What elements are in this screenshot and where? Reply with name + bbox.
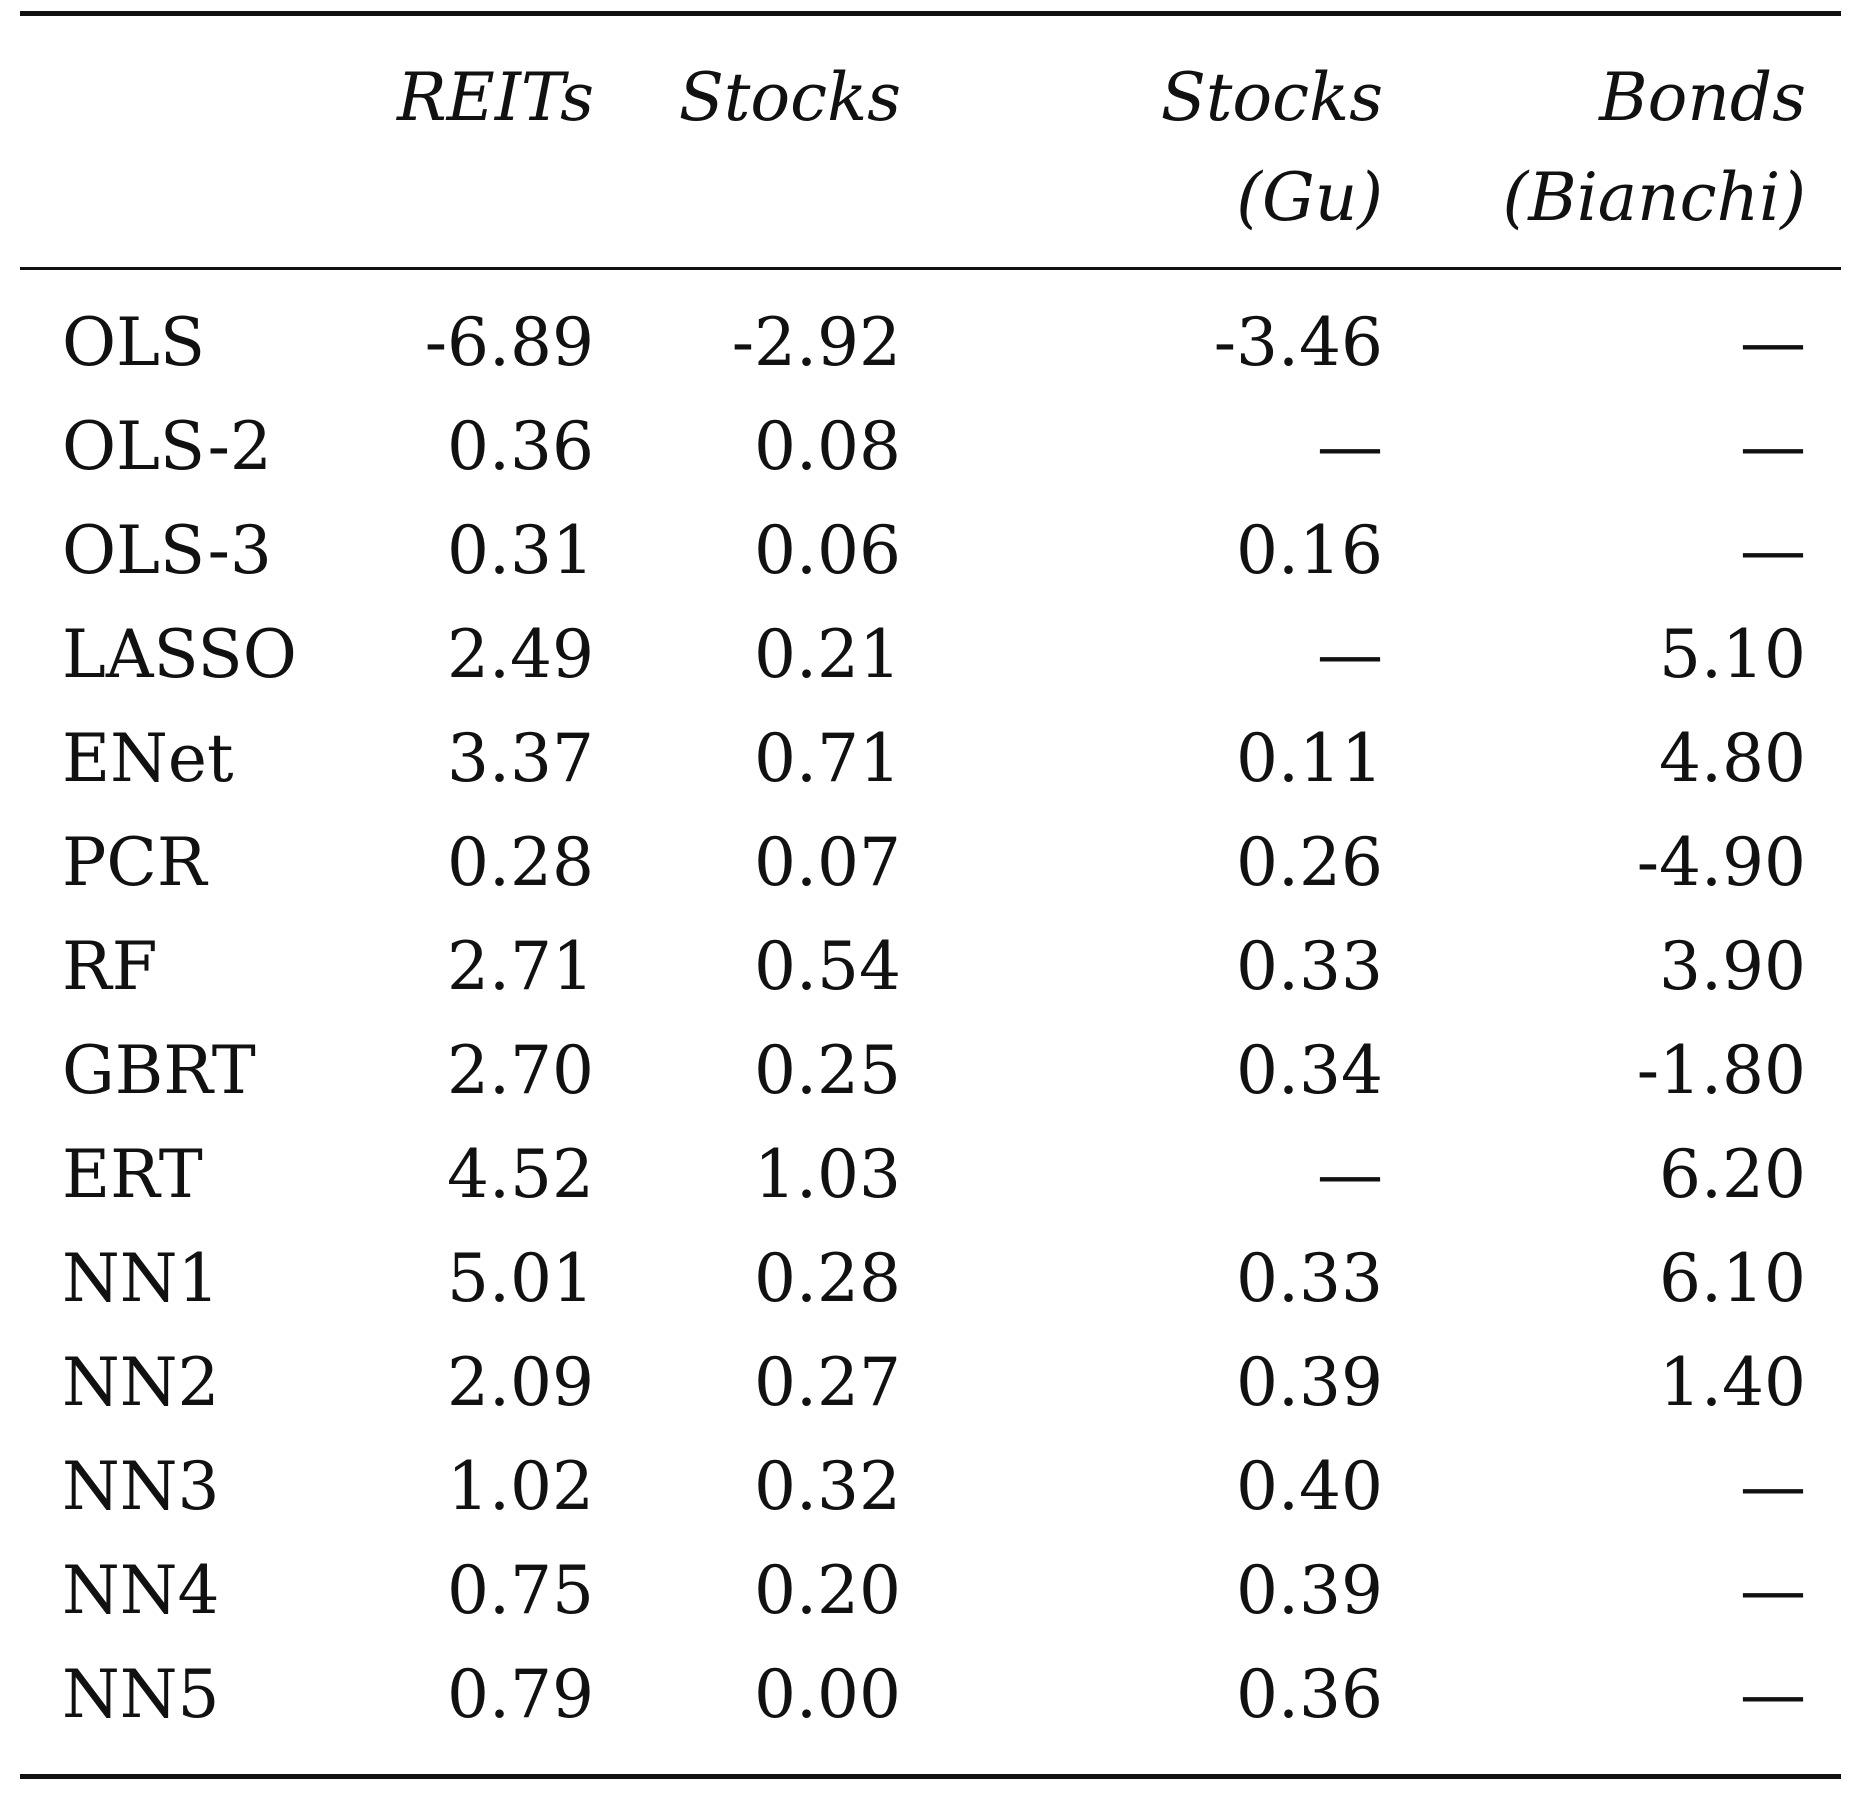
- column-header-stocks-gu: Stocks (Gu): [1161, 48, 1383, 248]
- table-cell: 1.03: [754, 1136, 901, 1213]
- column-header-line1: Stocks: [1160, 59, 1383, 136]
- table-cell: —: [1740, 304, 1806, 381]
- table-row: OLS-3 0.31 0.06 0.16 —: [0, 499, 1861, 603]
- table-cell: 0.28: [447, 824, 594, 901]
- table-cell: 0.40: [1236, 1448, 1383, 1525]
- table-row: GBRT 2.70 0.25 0.34 -1.80: [0, 1019, 1861, 1123]
- table-cell: -6.89: [424, 304, 594, 381]
- row-label: NN2: [62, 1344, 220, 1421]
- table-cell: 0.27: [754, 1344, 901, 1421]
- column-header-stocks: Stocks: [679, 48, 901, 148]
- table-row: LASSO 2.49 0.21 — 5.10: [0, 603, 1861, 707]
- table-cell: 2.49: [447, 616, 594, 693]
- row-label: OLS: [62, 304, 206, 381]
- row-label: LASSO: [62, 616, 297, 693]
- table-cell: -2.92: [731, 304, 901, 381]
- table-cell: 0.33: [1236, 1240, 1383, 1317]
- table-cell: 0.71: [754, 720, 901, 797]
- row-label: ENet: [62, 720, 234, 797]
- table-cell: 0.32: [754, 1448, 901, 1525]
- table-cell: 0.39: [1236, 1552, 1383, 1629]
- table-row: NN5 0.79 0.00 0.36 —: [0, 1643, 1861, 1747]
- row-label: ERT: [62, 1136, 203, 1213]
- table-cell: 0.16: [1236, 512, 1383, 589]
- table-cell: 3.37: [447, 720, 594, 797]
- table-cell: —: [1740, 408, 1806, 485]
- table-cell: 1.02: [447, 1448, 594, 1525]
- table-cell: 0.11: [1236, 720, 1383, 797]
- row-label: NN4: [62, 1552, 220, 1629]
- table-cell: 6.20: [1659, 1136, 1806, 1213]
- column-header-bonds-bianchi: Bonds (Bianchi): [1502, 48, 1806, 248]
- row-label: NN5: [62, 1656, 220, 1733]
- table-cell: 0.34: [1236, 1032, 1383, 1109]
- table-cell: 0.00: [754, 1656, 901, 1733]
- bottom-rule: [20, 1774, 1841, 1779]
- row-label: NN1: [62, 1240, 220, 1317]
- column-header-line1: REITs: [396, 59, 594, 136]
- row-label: RF: [62, 928, 158, 1005]
- table-cell: —: [1317, 616, 1383, 693]
- table-cell: 2.70: [447, 1032, 594, 1109]
- table-cell: 0.31: [447, 512, 594, 589]
- row-label: NN3: [62, 1448, 220, 1525]
- table-cell: 0.39: [1236, 1344, 1383, 1421]
- table-cell: —: [1740, 1656, 1806, 1733]
- table-cell: 0.79: [447, 1656, 594, 1733]
- table-cell: 0.54: [754, 928, 901, 1005]
- table-cell: 0.36: [447, 408, 594, 485]
- table-cell: 5.01: [447, 1240, 594, 1317]
- table-row: OLS-2 0.36 0.08 — —: [0, 395, 1861, 499]
- column-header-line2: (Bianchi): [1502, 159, 1806, 236]
- column-header-reits: REITs: [397, 48, 594, 148]
- table-row: NN2 2.09 0.27 0.39 1.40: [0, 1331, 1861, 1435]
- table-cell: 0.26: [1236, 824, 1383, 901]
- table-cell: 0.25: [754, 1032, 901, 1109]
- table-row: NN3 1.02 0.32 0.40 —: [0, 1435, 1861, 1539]
- table-cell: 2.09: [447, 1344, 594, 1421]
- row-label: OLS-3: [62, 512, 272, 589]
- top-rule: [20, 11, 1841, 16]
- table-cell: 0.07: [754, 824, 901, 901]
- table-cell: 2.71: [447, 928, 594, 1005]
- column-header-line1: Bonds: [1599, 59, 1806, 136]
- row-label: GBRT: [62, 1032, 256, 1109]
- table-cell: 6.10: [1659, 1240, 1806, 1317]
- table-cell: 0.75: [447, 1552, 594, 1629]
- table-row: ENet 3.37 0.71 0.11 4.80: [0, 707, 1861, 811]
- table-cell: —: [1317, 1136, 1383, 1213]
- column-header-line2: (Gu): [1236, 159, 1383, 236]
- table-cell: 4.80: [1659, 720, 1806, 797]
- table-row: OLS -6.89 -2.92 -3.46 —: [0, 291, 1861, 395]
- table-cell: —: [1740, 1552, 1806, 1629]
- table-cell: —: [1740, 1448, 1806, 1525]
- table-cell: 0.08: [754, 408, 901, 485]
- table-cell: 0.33: [1236, 928, 1383, 1005]
- table-row: PCR 0.28 0.07 0.26 -4.90: [0, 811, 1861, 915]
- table-cell: 5.10: [1659, 616, 1806, 693]
- table-cell: 4.52: [447, 1136, 594, 1213]
- table-row: NN4 0.75 0.20 0.39 —: [0, 1539, 1861, 1643]
- table-row: RF 2.71 0.54 0.33 3.90: [0, 915, 1861, 1019]
- table-row: NN1 5.01 0.28 0.33 6.10: [0, 1227, 1861, 1331]
- table-cell: 0.36: [1236, 1656, 1383, 1733]
- table-cell: 0.28: [754, 1240, 901, 1317]
- row-label: OLS-2: [62, 408, 272, 485]
- column-header-line1: Stocks: [678, 59, 901, 136]
- table-cell: -4.90: [1636, 824, 1806, 901]
- table-cell: 3.90: [1659, 928, 1806, 1005]
- table-cell: —: [1317, 408, 1383, 485]
- table-row: ERT 4.52 1.03 — 6.20: [0, 1123, 1861, 1227]
- table-cell: 0.06: [754, 512, 901, 589]
- table-cell: 0.20: [754, 1552, 901, 1629]
- header-rule: [20, 267, 1841, 270]
- table-cell: -1.80: [1636, 1032, 1806, 1109]
- table-cell: 1.40: [1659, 1344, 1806, 1421]
- table-cell: -3.46: [1213, 304, 1383, 381]
- row-label: PCR: [62, 824, 207, 901]
- table-cell: 0.21: [754, 616, 901, 693]
- table-cell: —: [1740, 512, 1806, 589]
